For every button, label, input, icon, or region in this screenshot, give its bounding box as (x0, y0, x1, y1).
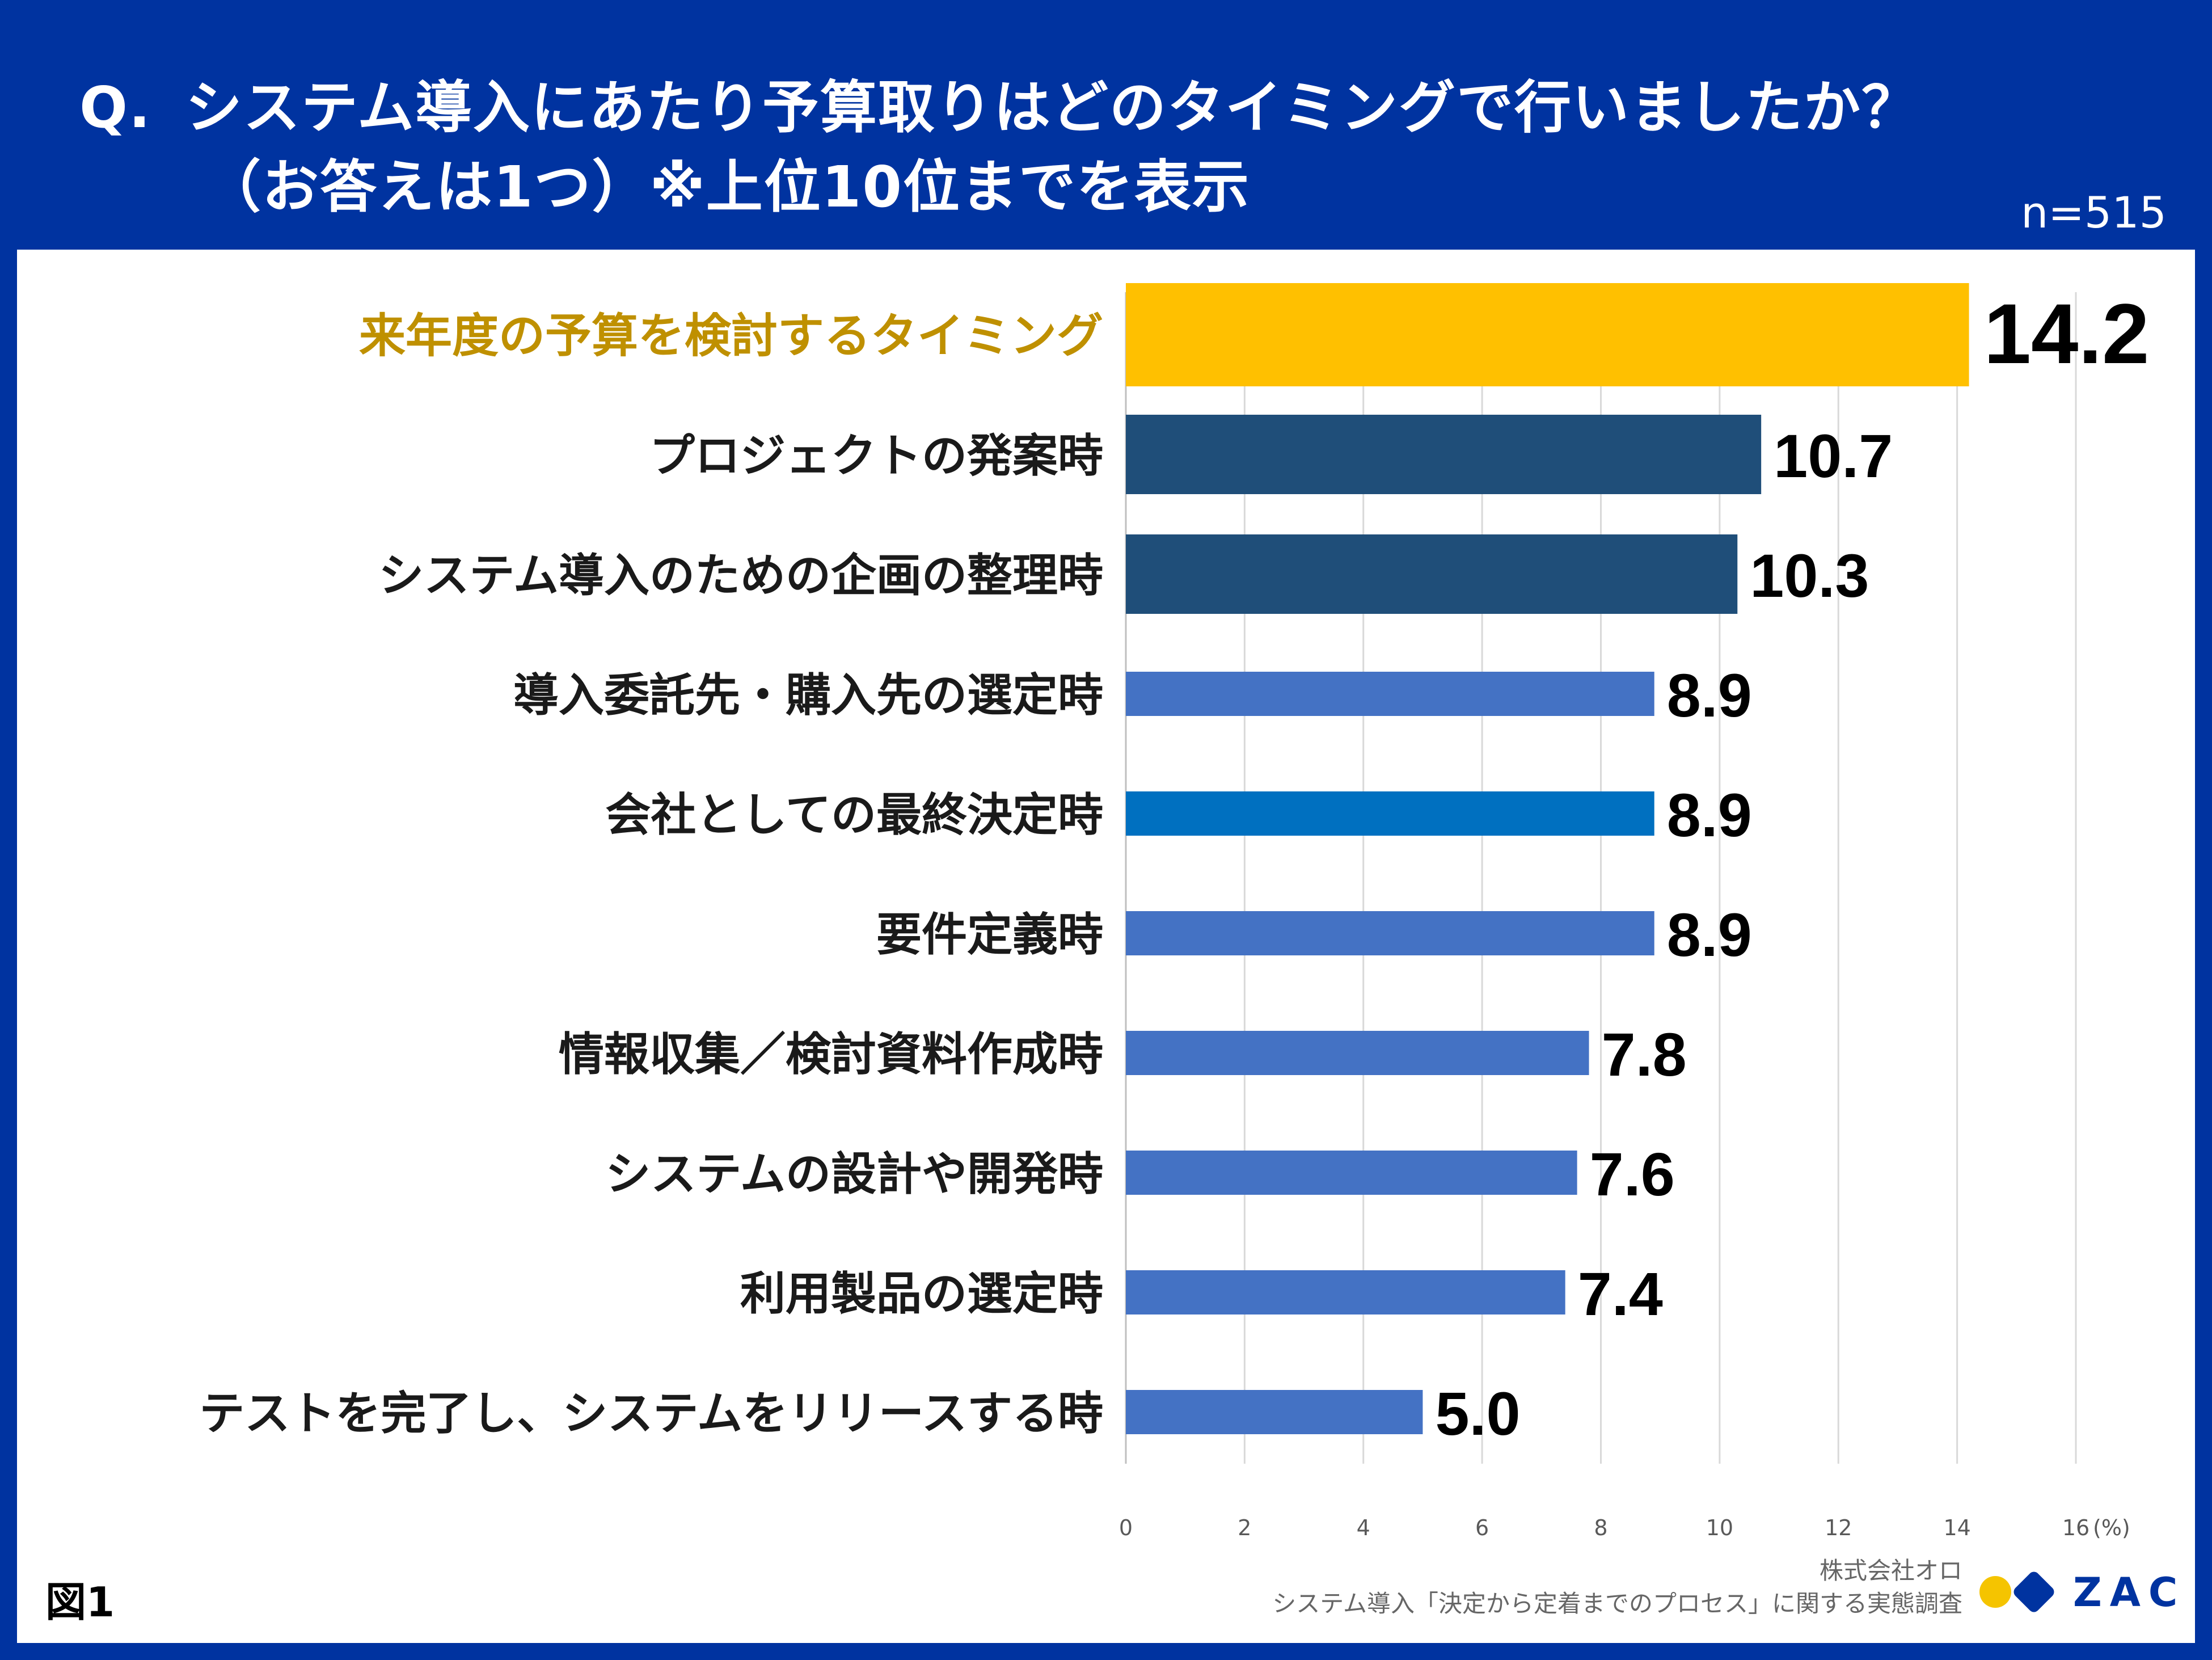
bar (1126, 283, 1969, 386)
bar (1126, 1151, 1577, 1195)
value-label: 5.0 (1435, 1379, 1520, 1448)
bar (1126, 1390, 1423, 1434)
bar (1126, 791, 1654, 836)
category-label: 情報収集／検討資料作成時 (559, 1028, 1103, 1081)
category-label: 会社としての最終決定時 (605, 789, 1103, 841)
category-label: 要件定義時 (876, 908, 1103, 961)
logo-yellow-circle-icon (1979, 1576, 2011, 1608)
value-label: 7.4 (1578, 1259, 1663, 1328)
x-tick-label: 16 (2062, 1515, 2089, 1540)
category-label: システム導入のための企画の整理時 (378, 549, 1103, 602)
category-label: 来年度の予算を検討するタイミング (359, 309, 1103, 363)
company-name: 株式会社オロ (1819, 1557, 1962, 1585)
x-tick-label: 14 (1943, 1515, 1970, 1540)
value-label: 7.8 (1602, 1020, 1687, 1089)
survey-title: システム導入「決定から定着までのプロセス」に関する実態調査 (1272, 1590, 1962, 1617)
logo-text: ZAC (2073, 1569, 2186, 1616)
x-tick-label: 6 (1475, 1515, 1489, 1540)
x-tick-label: 0 (1119, 1515, 1133, 1540)
value-label: 10.3 (1750, 541, 1869, 610)
value-label: 8.9 (1667, 900, 1752, 969)
bar (1126, 415, 1762, 494)
category-label: テストを完了し、システムをリリースする時 (199, 1387, 1103, 1440)
bar (1126, 911, 1654, 955)
sample-size: n=515 (2021, 187, 2167, 238)
x-axis-unit: (%) (2093, 1515, 2130, 1540)
value-label: 7.6 (1590, 1140, 1675, 1208)
value-label: 10.7 (1774, 422, 1893, 490)
category-label: 導入委託先・購入先の選定時 (513, 669, 1103, 722)
question-text: システム導入にあたり予算取りはどのタイミングで行いましたか？ (185, 74, 1919, 141)
bar (1126, 1031, 1589, 1075)
chart-panel: 0 2 4 6 8 10 12 14 16 (%) 来年度の予算を検討するタイミング 14.2 プロジェ… (17, 250, 2195, 1643)
value-label: 8.9 (1667, 781, 1752, 849)
x-tick-label: 12 (1825, 1515, 1852, 1540)
category-label: 利用製品の選定時 (740, 1267, 1103, 1320)
x-tick-label: 8 (1594, 1515, 1607, 1540)
category-label: システムの設計や開発時 (605, 1148, 1103, 1200)
title-banner: Q. システム導入にあたり予算取りはどのタイミングで行いましたか？ （お答えは1つ… (0, 0, 2212, 250)
question-title: Q. システム導入にあたり予算取りはどのタイミングで行いましたか？ (79, 61, 1919, 144)
value-label: 14.2 (1984, 286, 2150, 381)
figure-label: 図1 (45, 1578, 115, 1626)
x-tick-label: 10 (1706, 1515, 1733, 1540)
bar (1126, 1270, 1565, 1314)
x-tick-label: 4 (1357, 1515, 1370, 1540)
bar-chart: 0 2 4 6 8 10 12 14 16 (%) 来年度の予算を検討するタイミング 14.2 プロジェ… (199, 283, 2150, 1540)
question-subtitle: （お答えは1つ）※上位10位までを表示 (204, 154, 1250, 220)
question-prefix: Q. (79, 74, 151, 141)
x-tick-label: 2 (1238, 1515, 1251, 1540)
value-label: 8.9 (1667, 661, 1752, 730)
zac-logo: ZAC (1979, 1569, 2177, 1616)
source-credit: 株式会社オロ システム導入「決定から定着までのプロセス」に関する実態調査 (1272, 1554, 1962, 1620)
bar (1126, 534, 1738, 614)
bar (1126, 672, 1654, 716)
category-label: プロジェクトの発案時 (649, 429, 1103, 482)
logo-blue-diamond-icon (2011, 1569, 2057, 1615)
